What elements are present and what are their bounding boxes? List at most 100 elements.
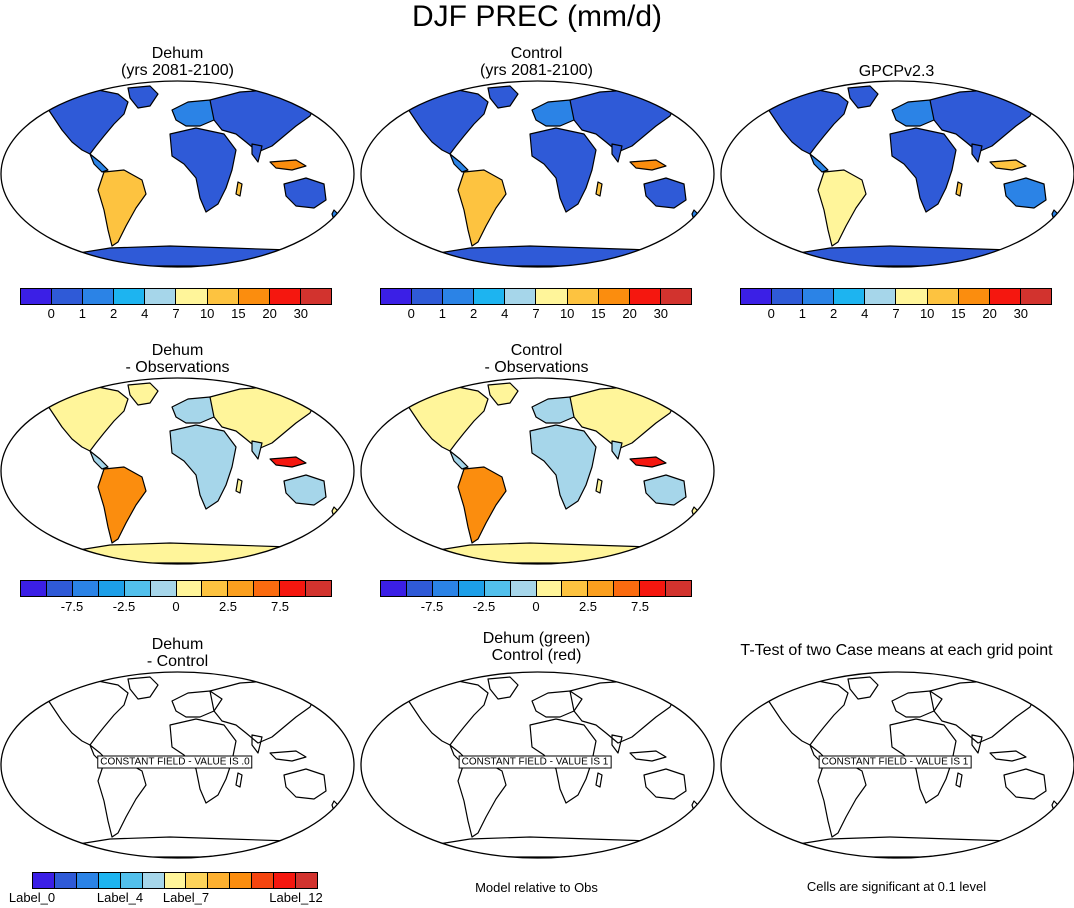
colorbar-swatch — [484, 581, 511, 596]
colorbar-swatch — [300, 289, 331, 304]
land-northAmerica — [405, 678, 489, 746]
colorbar-swatch — [207, 289, 239, 304]
colorbar-swatch — [269, 289, 301, 304]
land-greenland — [847, 676, 879, 700]
land-southAmerica — [97, 466, 147, 544]
land-india — [251, 734, 263, 754]
colorbar-tick-label: 1 — [78, 306, 87, 321]
colorbar-tick-label: 20 — [262, 306, 277, 321]
colorbar-tick-label: Label_12 — [269, 890, 323, 905]
land-indonesia — [629, 750, 667, 762]
land-madagascar — [595, 181, 603, 197]
colorbar-swatch — [83, 289, 115, 304]
colorbar-tick-label: 2 — [829, 306, 838, 321]
land-madagascar — [595, 772, 603, 788]
constant-field-label-relative: CONSTANT FIELD - VALUE IS 1 — [458, 755, 612, 769]
land-indonesia — [269, 159, 307, 171]
land-india — [251, 143, 263, 163]
colorbar-swatch — [33, 873, 55, 888]
land-centralAm — [449, 450, 469, 470]
colorbar-tick-label: 10 — [919, 306, 935, 321]
land-africa — [889, 127, 957, 213]
panel-title-dehum-minus-control: Dehum - Control — [146, 636, 209, 670]
colorbar-tick-label: Label_4 — [96, 890, 144, 905]
land-australia — [643, 474, 687, 506]
colorbar-labels-obs: 0 1 2 4 7 10 15 20 30 — [740, 307, 1052, 321]
colorbar-swatch — [54, 873, 77, 888]
colorbar-swatch — [296, 873, 317, 888]
colorbar-swatch — [406, 581, 433, 596]
colorbar-swatch — [124, 581, 151, 596]
constant-field-label-dehum-minus-control: CONSTANT FIELD - VALUE IS .0 — [97, 755, 253, 769]
colorbar-dehum-minus-obs — [20, 580, 332, 597]
colorbar-tick-label: 7 — [172, 306, 180, 321]
colorbar-dehum — [20, 288, 332, 305]
colorbar-tick-label: 7.5 — [630, 599, 650, 614]
map-svg — [360, 671, 715, 859]
land-northAmerica — [45, 87, 129, 155]
map-relative — [360, 671, 715, 859]
map-dehum-minus-obs — [0, 377, 355, 565]
panel-title-control-minus-obs: Control - Observations — [484, 342, 589, 376]
colorbar-tick-label: -7.5 — [420, 599, 444, 614]
colorbar-swatch — [865, 289, 897, 304]
colorbar-swatch — [114, 289, 146, 304]
colorbar-swatch — [381, 581, 407, 596]
colorbar-tick-label: -7.5 — [60, 599, 84, 614]
land-northAmerica — [405, 384, 489, 452]
colorbar-control-minus-obs — [380, 580, 692, 597]
land-asia — [569, 680, 677, 744]
colorbar-tick-label: 10 — [559, 306, 575, 321]
colorbar-swatch — [834, 289, 866, 304]
colorbar-swatch — [640, 581, 667, 596]
colorbar-swatch — [230, 873, 253, 888]
colorbar-swatch — [598, 289, 630, 304]
map-svg — [0, 80, 355, 268]
land-indonesia — [989, 750, 1027, 762]
colorbar-swatch — [176, 581, 203, 596]
colorbar-tick-label: 2 — [109, 306, 118, 321]
colorbar-tick-label: 2.5 — [218, 599, 238, 614]
colorbar-tick-label: 7.5 — [270, 599, 290, 614]
land-northAmerica — [765, 678, 849, 746]
map-svg — [0, 671, 355, 859]
land-europe — [891, 690, 943, 718]
land-australia — [283, 474, 327, 506]
land-greenland — [487, 382, 519, 406]
colorbar-tick-label: 15 — [231, 306, 246, 321]
colorbar-swatch — [896, 289, 928, 304]
colorbar-swatch — [666, 581, 692, 596]
colorbar-swatch — [120, 873, 143, 888]
colorbar-tick-label: 20 — [982, 306, 997, 321]
map-svg — [360, 377, 715, 565]
land-africa — [529, 424, 597, 510]
map-border — [360, 377, 715, 565]
colorbar-swatch — [72, 581, 99, 596]
colorbar-tick-label: 1 — [438, 306, 447, 321]
colorbar-swatch — [164, 873, 187, 888]
land-southAmerica — [457, 169, 507, 247]
map-border — [720, 671, 1074, 859]
land-australia — [643, 768, 687, 800]
colorbar-tick-label: 4 — [861, 306, 869, 321]
colorbar-tick-label: 15 — [951, 306, 966, 321]
land-australia — [1003, 768, 1047, 800]
colorbar-swatch — [629, 289, 661, 304]
colorbar-tick-label: 7 — [532, 306, 540, 321]
colorbar-swatch — [280, 581, 307, 596]
colorbar-swatch — [98, 581, 125, 596]
colorbar-swatch — [989, 289, 1021, 304]
colorbar-tick-label: 15 — [591, 306, 606, 321]
colorbar-swatch — [150, 581, 177, 596]
colorbar-swatch — [474, 289, 506, 304]
land-greenland — [127, 382, 159, 406]
land-madagascar — [955, 181, 963, 197]
land-indonesia — [629, 456, 667, 468]
land-australia — [283, 768, 327, 800]
colorbar-swatch — [176, 289, 208, 304]
colorbar-swatch — [274, 873, 297, 888]
land-europe — [531, 690, 583, 718]
land-africa — [529, 718, 597, 804]
map-border — [360, 671, 715, 859]
colorbar-tick-label: 0 — [172, 599, 180, 614]
